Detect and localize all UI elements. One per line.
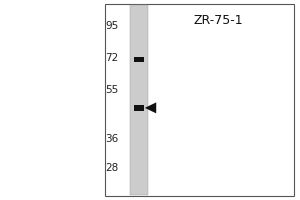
Text: ZR-75-1: ZR-75-1 xyxy=(194,14,243,27)
Text: 95: 95 xyxy=(105,21,119,31)
Polygon shape xyxy=(145,102,156,113)
FancyBboxPatch shape xyxy=(105,4,294,196)
Text: 36: 36 xyxy=(105,134,119,144)
Text: 72: 72 xyxy=(105,53,119,63)
FancyBboxPatch shape xyxy=(134,105,144,111)
FancyBboxPatch shape xyxy=(134,57,144,62)
Text: 55: 55 xyxy=(105,85,119,95)
Text: 28: 28 xyxy=(105,163,119,173)
FancyBboxPatch shape xyxy=(130,5,148,195)
